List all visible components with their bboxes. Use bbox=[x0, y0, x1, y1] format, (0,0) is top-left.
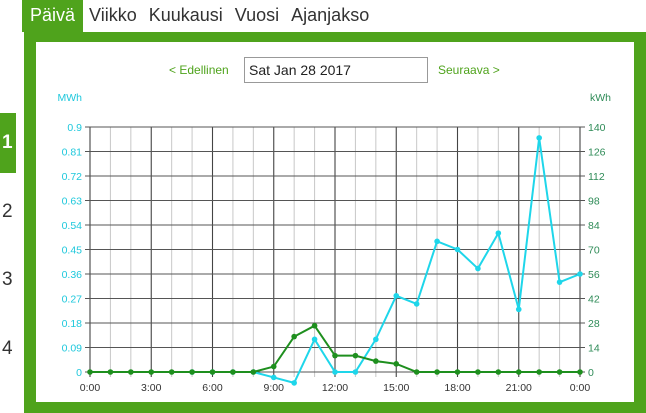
y-right-tick-label: 0 bbox=[588, 367, 594, 379]
data-point[interactable] bbox=[373, 358, 379, 364]
data-point[interactable] bbox=[393, 361, 400, 367]
energy-chart: 0 0 0.09 14 0.18 28 0.27 42 0.36 56 0.45 70 0.54 84 0.… bbox=[58, 92, 612, 394]
data-point[interactable] bbox=[475, 369, 481, 375]
data-point[interactable] bbox=[475, 265, 481, 272]
side-nav-item-3[interactable]: 3 bbox=[2, 269, 13, 290]
side-nav-item-2[interactable]: 2 bbox=[2, 201, 13, 222]
tab-day[interactable]: Päivä bbox=[22, 0, 84, 32]
data-point[interactable] bbox=[515, 369, 522, 375]
data-point[interactable] bbox=[250, 369, 257, 375]
data-point[interactable] bbox=[168, 369, 175, 375]
y-right-tick-label: 28 bbox=[588, 318, 600, 330]
y-left-tick-label: 0.36 bbox=[62, 269, 83, 281]
data-point[interactable] bbox=[536, 135, 542, 141]
data-point[interactable] bbox=[495, 230, 502, 236]
next-day-link[interactable]: Seuraava > bbox=[438, 63, 500, 77]
date-navigation: < Edellinen Seuraava > bbox=[36, 57, 634, 83]
data-point[interactable] bbox=[373, 336, 379, 343]
x-tick-label: 12:00 bbox=[322, 382, 348, 394]
y-left-tick-label: 0.45 bbox=[62, 245, 83, 257]
period-tabs: Päivä Viikko Kuukausi Vuosi Ajanjakso bbox=[22, 0, 375, 32]
y-right-tick-label: 70 bbox=[588, 245, 600, 257]
date-field[interactable] bbox=[244, 57, 428, 83]
x-tick-label: 3:00 bbox=[141, 382, 162, 394]
data-point[interactable] bbox=[413, 369, 420, 375]
tab-year[interactable]: Vuosi bbox=[234, 5, 280, 25]
side-nav-item-1[interactable]: 1 bbox=[0, 113, 16, 173]
y-right-tick-label: 84 bbox=[588, 220, 600, 232]
x-tick-label: 15:00 bbox=[383, 382, 409, 394]
data-point[interactable] bbox=[209, 369, 216, 375]
data-point[interactable] bbox=[107, 369, 114, 375]
y-left-tick-label: 0.54 bbox=[62, 220, 83, 232]
y-left-tick-label: 0.09 bbox=[62, 343, 83, 355]
data-point[interactable] bbox=[515, 306, 522, 313]
previous-day-link[interactable]: < Edellinen bbox=[169, 63, 229, 77]
data-point[interactable] bbox=[189, 369, 195, 375]
y-right-tick-label: 42 bbox=[588, 294, 600, 306]
data-point[interactable] bbox=[128, 369, 134, 375]
data-point[interactable] bbox=[311, 336, 318, 343]
x-tick-label: 18:00 bbox=[444, 382, 470, 394]
y-left-tick-label: 0.9 bbox=[67, 122, 82, 134]
y-left-tick-label: 0.72 bbox=[62, 171, 83, 183]
data-point[interactable] bbox=[536, 369, 542, 375]
x-tick-label: 0:00 bbox=[80, 382, 101, 394]
data-point[interactable] bbox=[352, 352, 359, 359]
y-left-tick-label: 0.18 bbox=[62, 318, 83, 330]
tab-week[interactable]: Viikko bbox=[89, 5, 137, 25]
data-point[interactable] bbox=[311, 322, 318, 329]
y-right-axis-label: kWh bbox=[590, 92, 611, 104]
data-point[interactable] bbox=[434, 238, 440, 245]
data-point[interactable] bbox=[413, 301, 420, 307]
y-right-tick-label: 98 bbox=[588, 196, 600, 208]
data-point[interactable] bbox=[87, 369, 93, 375]
x-tick-label: 6:00 bbox=[202, 382, 223, 394]
series-line bbox=[192, 137, 581, 385]
data-point[interactable] bbox=[291, 380, 297, 386]
tab-period[interactable]: Ajanjakso bbox=[291, 5, 370, 25]
x-tick-label: 0:00 bbox=[570, 382, 591, 394]
side-nav-item-4[interactable]: 4 bbox=[2, 338, 13, 359]
data-point[interactable] bbox=[352, 369, 359, 375]
data-point[interactable] bbox=[434, 369, 440, 375]
y-left-tick-label: 0.81 bbox=[62, 147, 83, 159]
data-point[interactable] bbox=[291, 333, 297, 340]
y-right-tick-label: 56 bbox=[588, 269, 600, 281]
data-point[interactable] bbox=[454, 246, 461, 253]
data-point[interactable] bbox=[332, 352, 338, 359]
y-left-tick-label: 0 bbox=[76, 367, 82, 379]
y-right-tick-label: 126 bbox=[588, 147, 606, 159]
data-point[interactable] bbox=[577, 369, 583, 375]
y-left-axis-label: MWh bbox=[58, 92, 83, 104]
data-point[interactable] bbox=[454, 369, 461, 375]
y-left-tick-label: 0.63 bbox=[62, 196, 83, 208]
y-right-tick-label: 112 bbox=[588, 171, 605, 183]
chart-panel: 0 0 0.09 14 0.18 28 0.27 42 0.36 56 0.45 70 0.54 84 0.… bbox=[36, 42, 634, 402]
y-right-tick-label: 14 bbox=[588, 343, 600, 355]
x-tick-label: 21:00 bbox=[506, 382, 532, 394]
data-point[interactable] bbox=[393, 292, 400, 299]
chart-frame: 0 0 0.09 14 0.18 28 0.27 42 0.36 56 0.45 70 0.54 84 0.… bbox=[24, 32, 646, 413]
data-point[interactable] bbox=[270, 363, 277, 370]
data-point[interactable] bbox=[495, 369, 502, 375]
y-right-tick-label: 140 bbox=[588, 122, 606, 134]
tab-month[interactable]: Kuukausi bbox=[148, 5, 223, 25]
data-point[interactable] bbox=[556, 279, 563, 285]
data-point[interactable] bbox=[332, 369, 338, 375]
y-left-tick-label: 0.27 bbox=[62, 294, 83, 306]
x-tick-label: 9:00 bbox=[264, 382, 285, 394]
data-point[interactable] bbox=[270, 374, 277, 381]
data-point[interactable] bbox=[148, 369, 155, 375]
data-point[interactable] bbox=[556, 369, 563, 375]
data-point[interactable] bbox=[577, 271, 583, 277]
data-point[interactable] bbox=[230, 369, 236, 375]
